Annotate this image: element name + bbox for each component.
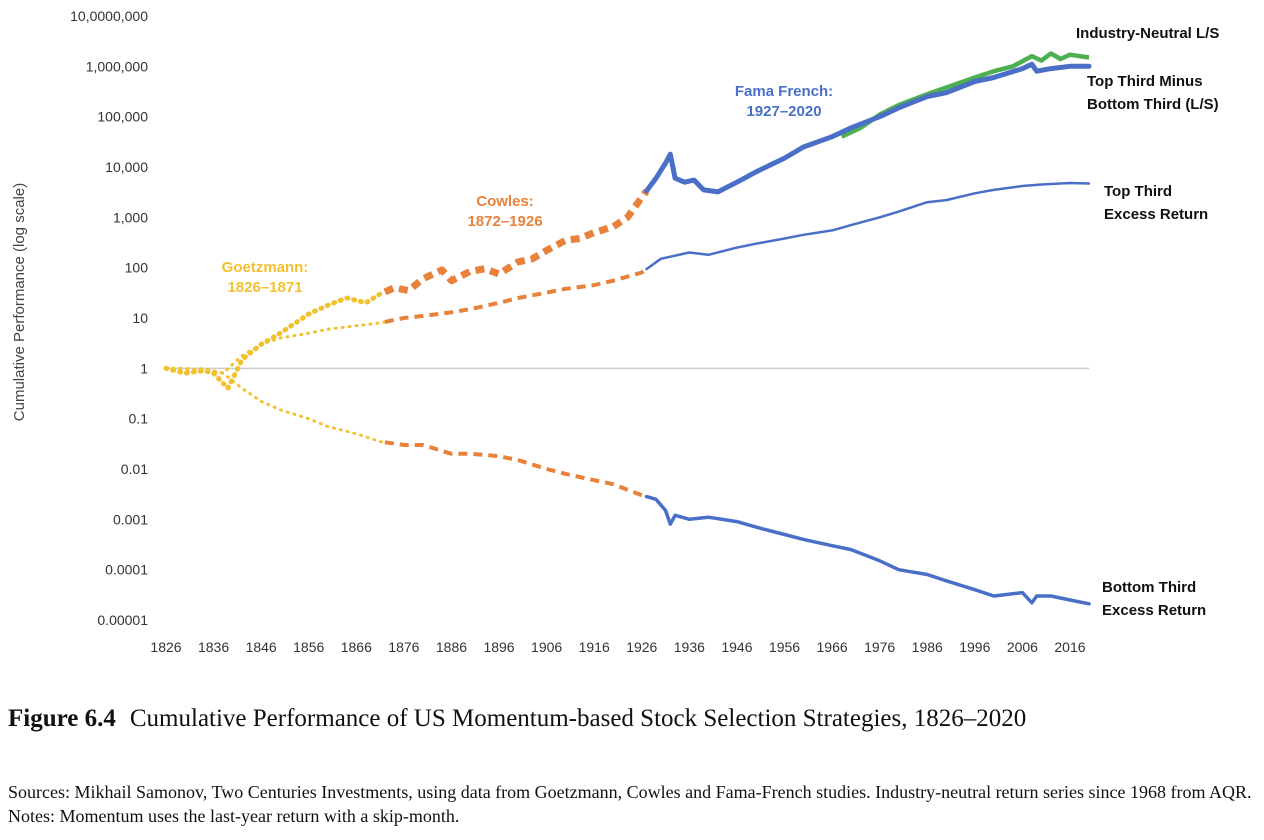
era-label-cowles: Cowles: xyxy=(476,193,534,210)
series-bottom-third-excess-return-goetzmann xyxy=(164,366,387,444)
y-tick-label: 100,000 xyxy=(97,109,148,125)
y-tick-label: 0.00001 xyxy=(97,612,148,628)
y-tick-label: 1 xyxy=(140,360,148,376)
y-tick-label: 100 xyxy=(125,260,149,276)
x-tick-label: 1826 xyxy=(150,639,181,655)
y-tick-label: 0.01 xyxy=(121,461,148,477)
x-tick-label: 1986 xyxy=(912,639,943,655)
x-tick-label: 1936 xyxy=(674,639,705,655)
series-bottom-third-excess-return-cowles xyxy=(384,440,648,499)
series-label-top-third-line2: Excess Return xyxy=(1104,206,1208,223)
figure-title: Cumulative Performance of US Momentum-ba… xyxy=(129,705,1027,732)
x-tick-label: 1956 xyxy=(769,639,800,655)
y-tick-label: 10,0000,000 xyxy=(70,8,148,24)
series-label-industry-neutral: Industry-Neutral L/S xyxy=(1076,25,1219,42)
x-tick-label: 1916 xyxy=(579,639,610,655)
x-tick-label: 1886 xyxy=(436,639,467,655)
x-tick-label: 1926 xyxy=(626,639,657,655)
y-tick-label: 1,000 xyxy=(113,209,148,225)
series-top-third-minus-bottom-third-l-s-fama-french xyxy=(644,61,1092,195)
series-top-third-minus-bottom-third-l-s-cowles xyxy=(383,188,650,296)
x-tick-label: 1966 xyxy=(817,639,848,655)
y-tick-label: 0.001 xyxy=(113,511,148,527)
y-tick-label: 1,000,000 xyxy=(86,58,148,74)
x-tick-label: 1946 xyxy=(721,639,752,655)
x-tick-label: 1896 xyxy=(483,639,514,655)
x-tick-label: 1976 xyxy=(864,639,895,655)
y-tick-label: 10 xyxy=(132,310,148,326)
x-tick-label: 1906 xyxy=(531,639,562,655)
series-label-bottom-third-line2: Excess Return xyxy=(1102,602,1206,619)
figure-caption: Figure 6.4 Cumulative Performance of US M… xyxy=(8,702,1258,736)
era-label-fama-french: Fama French: xyxy=(735,83,833,100)
figure-number: Figure 6.4 xyxy=(8,705,116,732)
x-tick-label: 1836 xyxy=(198,639,229,655)
x-tick-label: 2016 xyxy=(1054,639,1085,655)
series-top-third-minus-bottom-third-l-s-goetzmann xyxy=(163,289,388,391)
y-axis-title: Cumulative Performance (log scale) xyxy=(11,183,28,421)
x-tick-label: 2006 xyxy=(1007,639,1038,655)
series-bottom-third-excess-return-fama-french xyxy=(644,494,1091,606)
series-label-long-short-line2: Bottom Third (L/S) xyxy=(1087,96,1219,113)
x-tick-label: 1996 xyxy=(959,639,990,655)
era-label-goetzmann: Goetzmann: xyxy=(222,259,309,276)
series-top-third-excess-return-goetzmann xyxy=(164,320,387,375)
series-label-top-third: Top Third xyxy=(1104,183,1172,200)
x-tick-label: 1876 xyxy=(388,639,419,655)
series-layer xyxy=(163,51,1092,606)
x-tick-label: 1846 xyxy=(246,639,277,655)
era-label-fama-french-years: 1927–2020 xyxy=(746,103,821,120)
era-label-goetzmann-years: 1826–1871 xyxy=(227,279,302,296)
series-label-bottom-third: Bottom Third xyxy=(1102,579,1196,596)
figure-sources-note: Sources: Mikhail Samonov, Two Centuries … xyxy=(8,782,1252,826)
series-top-third-excess-return-fama-french xyxy=(645,181,1091,271)
x-tick-label: 1856 xyxy=(293,639,324,655)
era-label-cowles-years: 1872–1926 xyxy=(467,213,542,230)
series-label-long-short: Top Third Minus xyxy=(1087,73,1203,90)
y-tick-label: 0.0001 xyxy=(105,562,148,578)
chart: 10,0000,0001,000,000100,00010,0001,00010… xyxy=(11,8,1219,655)
x-tick-label: 1866 xyxy=(341,639,372,655)
y-tick-label: 0.1 xyxy=(129,411,149,427)
x-axis-ticks: 1826 1836 1846 1856 1866 1876 1886 1896 1906 1916… xyxy=(150,639,1085,655)
y-axis-ticks: 10,0000,0001,000,000100,00010,0001,00010… xyxy=(70,8,148,628)
y-tick-label: 10,000 xyxy=(105,159,148,175)
series-top-third-excess-return-cowles xyxy=(384,267,648,324)
